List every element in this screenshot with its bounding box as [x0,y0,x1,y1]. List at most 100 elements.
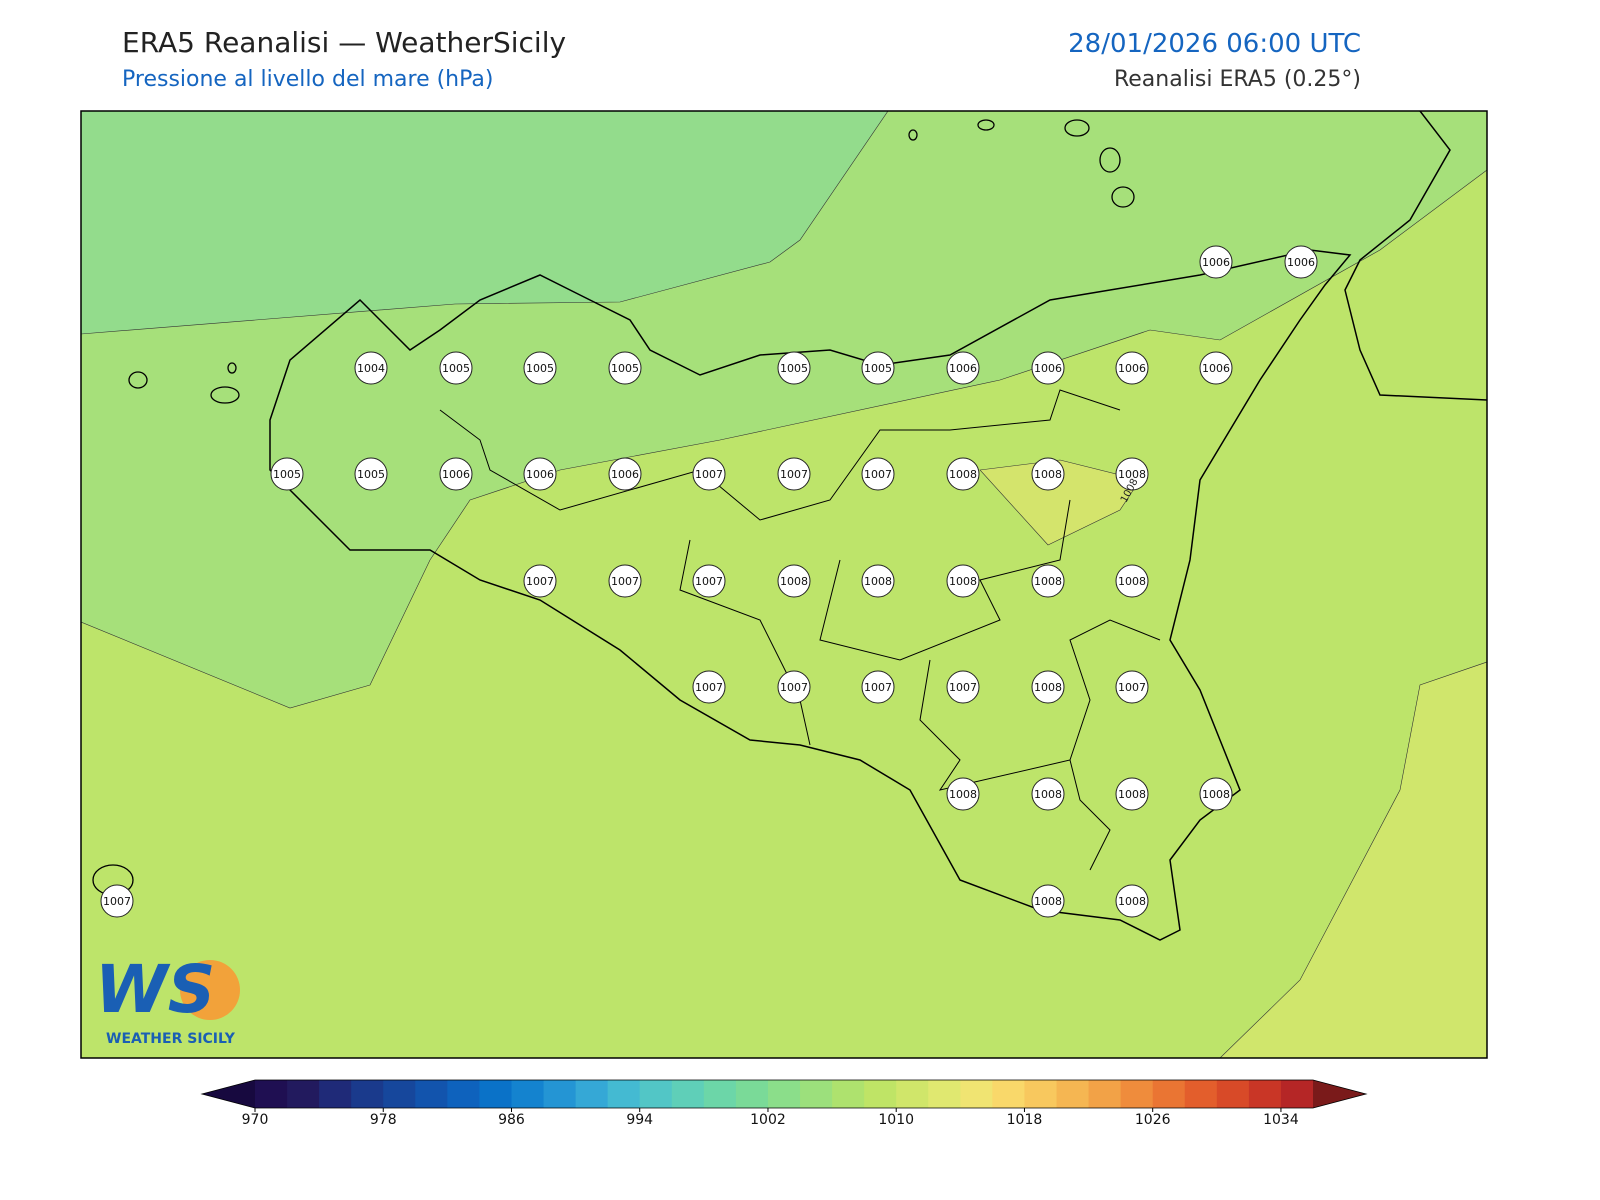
station-value: 1008 [1118,575,1146,588]
station-marker [861,351,895,385]
station-value: 1005 [780,362,808,375]
station-marker [1031,777,1065,811]
colorbar-bin [287,1080,320,1108]
colorbar-bin [543,1080,577,1108]
logo-name: WEATHER SICILY [106,1031,236,1047]
colorbar-bin [703,1080,737,1108]
station-value: 1007 [103,895,131,908]
station-value: 1007 [780,468,808,481]
station-marker [777,564,811,598]
station-marker [1115,670,1149,704]
station-marker [1031,351,1065,385]
station-marker [1115,351,1149,385]
logo-letters: WS [95,951,215,1028]
colorbar-bin [735,1080,769,1108]
station-marker [946,457,980,491]
station-marker [777,351,811,385]
map [81,111,1487,1058]
colorbar-bin [383,1080,416,1108]
station-marker [1199,777,1233,811]
station-marker [946,777,980,811]
station-value: 1008 [1034,575,1062,588]
coastline [269,249,1352,941]
field-region [1219,661,1487,1058]
station-marker [270,457,304,491]
station-value: 1006 [442,468,470,481]
station-marker [861,457,895,491]
station-value: 1006 [1202,256,1230,269]
colorbar-bin [1056,1080,1090,1108]
province-border [439,389,1161,871]
coastline [1344,111,1487,401]
source: Reanalisi ERA5 (0.25°) [1114,67,1361,92]
station-value: 1005 [273,468,301,481]
station-value: 1006 [1287,256,1315,269]
station-marker [692,670,726,704]
colorbar-bin [671,1080,705,1108]
station-value: 1007 [695,468,723,481]
station-marker [692,457,726,491]
station-marker [946,351,980,385]
station-value: 1008 [1118,468,1146,481]
colorbar-bin [896,1080,929,1108]
station-marker [692,564,726,598]
colorbar-bin [479,1080,512,1108]
station-value: 1004 [357,362,385,375]
station-marker [608,457,642,491]
colorbar-bin [607,1080,641,1108]
station-marker [861,670,895,704]
colorbar-bin [928,1080,961,1108]
colorbar-bin [447,1080,480,1108]
station-value: 1008 [1118,895,1146,908]
colorbar-bin [960,1080,993,1108]
station-marker [608,564,642,598]
station-value: 1008 [949,788,977,801]
station-marker [861,564,895,598]
station-marker [608,351,642,385]
station-marker [1115,564,1149,598]
station-value: 1008 [1202,788,1230,801]
station-value: 1007 [864,468,892,481]
station-value: 1007 [695,681,723,694]
station-value: 1006 [526,468,554,481]
station-value: 1005 [357,468,385,481]
colorbar-over [1313,1080,1366,1108]
station-value: 1005 [864,362,892,375]
station-value: 1007 [949,681,977,694]
station-marker [523,564,557,598]
station-marker [439,457,473,491]
colorbar-bin [832,1080,865,1108]
station-marker [777,457,811,491]
station-marker [1115,457,1149,491]
colorbar-tick-label: 1026 [1135,1112,1171,1128]
station-marker [1115,777,1149,811]
station-marker [354,457,388,491]
station-marker [523,457,557,491]
colorbar: 970 978 986 994 1002 1010 1018 1026 1034 [200,1079,1368,1128]
station-value: 1008 [1118,788,1146,801]
station-marker [946,670,980,704]
colorbar-bin [800,1080,833,1108]
station-value: 1006 [1034,362,1062,375]
colorbar-tick-label: 970 [242,1112,269,1128]
station-marker [1031,564,1065,598]
station-marker [1199,245,1233,279]
station-value: 1005 [526,362,554,375]
colorbar-bin [639,1080,673,1108]
colorbar-tick-label: 1018 [1007,1112,1043,1128]
station-value: 1008 [1034,788,1062,801]
station-marker [1031,457,1065,491]
colorbar-bin [511,1080,545,1108]
station-value: 1008 [780,575,808,588]
station-marker [1031,670,1065,704]
colorbar-bin [1248,1080,1282,1108]
station-marker [1284,245,1318,279]
colorbar-bin [992,1080,1025,1108]
stations: 1006 1006 1004 1005 1005 1005 1005 1005 1006 1006… [100,245,1318,918]
colorbar-bin [1216,1080,1250,1108]
colorbar-bin [864,1080,897,1108]
colorbar-bin [767,1080,801,1108]
title: ERA5 Reanalisi — WeatherSicily [122,26,566,59]
station-marker [354,351,388,385]
